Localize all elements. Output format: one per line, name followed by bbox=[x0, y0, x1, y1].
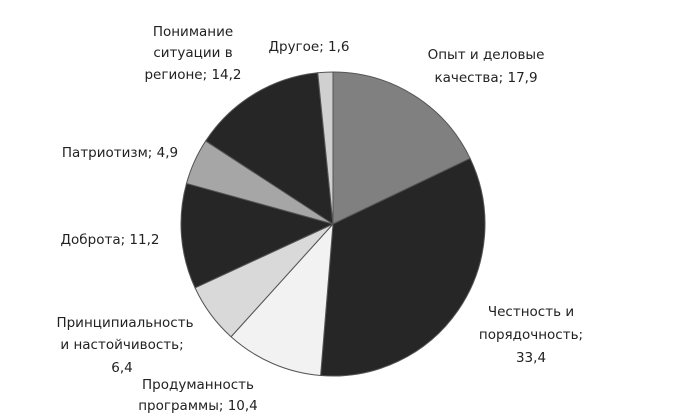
slice-label: Продуманность bbox=[142, 377, 254, 393]
pie-slice bbox=[320, 157, 486, 377]
slice-label: ситуации в bbox=[153, 45, 232, 61]
slice-label: Принципиальность bbox=[56, 315, 193, 331]
pie-slice bbox=[230, 222, 334, 377]
pie-slice bbox=[180, 182, 335, 289]
slice-label: Честность и bbox=[488, 304, 574, 320]
slice-label: регионе; 14,2 bbox=[144, 67, 241, 83]
pie-slice bbox=[332, 71, 471, 225]
pie-slice bbox=[317, 71, 334, 225]
slice-label: Другое; 1,6 bbox=[268, 39, 349, 55]
slice-label: качества; 17,9 bbox=[434, 70, 537, 86]
slice-label: 6,4 bbox=[111, 360, 132, 376]
slice-label: и настойчивость; bbox=[60, 337, 183, 353]
slice-label: Патриотизм; 4,9 bbox=[62, 145, 178, 161]
slice-label: порядочность; bbox=[479, 327, 583, 343]
pie-slice bbox=[205, 72, 334, 225]
slice-label: Доброта; 11,2 bbox=[61, 232, 160, 248]
slice-label: программы; 10,4 bbox=[138, 398, 258, 414]
slice-label: 33,4 bbox=[516, 350, 546, 366]
slice-label: Опыт и деловые bbox=[428, 47, 545, 63]
slice-label: Понимание bbox=[153, 24, 233, 40]
